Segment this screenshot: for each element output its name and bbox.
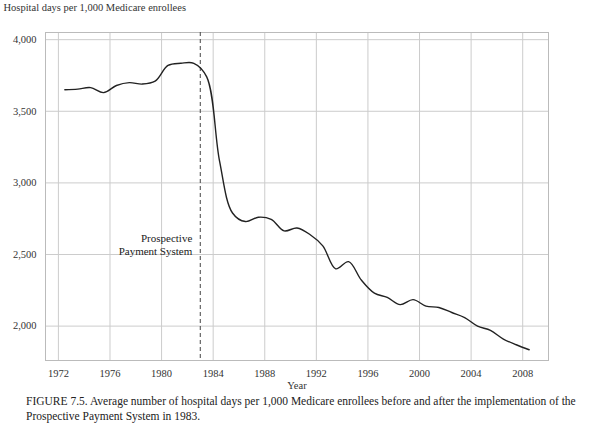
- svg-text:1980: 1980: [151, 368, 172, 379]
- svg-text:Year: Year: [287, 380, 307, 391]
- html-text:FIGURE 7.5. Average number of: FIGURE 7.5. Average number of hospital d…: [26, 395, 576, 422]
- svg-text:2008: 2008: [512, 368, 533, 379]
- svg-text:2,000: 2,000: [13, 320, 37, 331]
- svg-text:ProspectivePayment System: ProspectivePayment System: [119, 232, 193, 257]
- svg-text:2000: 2000: [409, 368, 430, 379]
- svg-text:4,000: 4,000: [13, 34, 37, 45]
- svg-text:3,500: 3,500: [13, 106, 37, 117]
- svg-text:1972: 1972: [48, 368, 69, 379]
- svg-text:2,500: 2,500: [13, 249, 37, 260]
- svg-text:1988: 1988: [254, 368, 275, 379]
- svg-text:1992: 1992: [306, 368, 327, 379]
- svg-text:3,000: 3,000: [13, 177, 37, 188]
- svg-text:1984: 1984: [203, 368, 225, 379]
- svg-text:1976: 1976: [99, 368, 120, 379]
- svg-text:2004: 2004: [461, 368, 483, 379]
- svg-text:Hospital days per 1,000 Medica: Hospital days per 1,000 Medicare enrolle…: [4, 2, 187, 13]
- svg-text:1996: 1996: [357, 368, 378, 379]
